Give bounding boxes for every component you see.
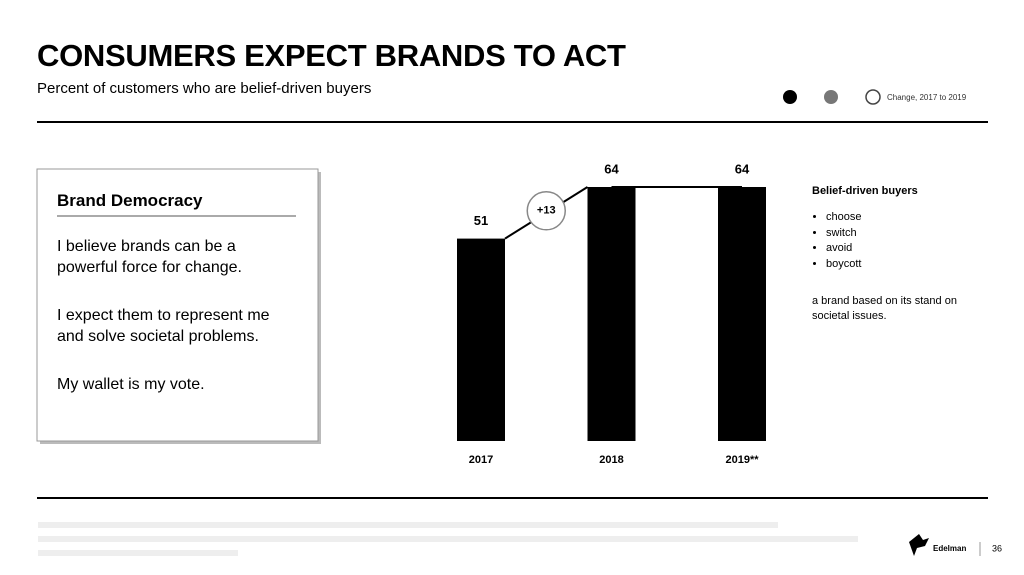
legend-dot bbox=[824, 90, 838, 104]
x-tick-label: 2019** bbox=[725, 454, 759, 466]
notes-bullet: choose bbox=[826, 210, 861, 226]
box-heading: Brand Democracy bbox=[57, 191, 203, 210]
notes-bullet: avoid bbox=[826, 241, 861, 257]
title: CONSUMERS EXPECT BRANDS TO ACT bbox=[37, 38, 626, 73]
notes-heading: Belief-driven buyers bbox=[812, 185, 918, 197]
x-tick-label: 2017 bbox=[469, 454, 493, 466]
legend-label: Change, 2017 to 2019 bbox=[887, 93, 967, 102]
logo: Edelman bbox=[933, 544, 966, 553]
value-label: 64 bbox=[604, 161, 619, 176]
legend-change-icon bbox=[865, 89, 881, 105]
bar bbox=[457, 238, 505, 441]
box-paragraph: My wallet is my vote. bbox=[57, 376, 205, 393]
logo-icon bbox=[909, 534, 929, 556]
box-paragraph: I believe brands can be a powerful force… bbox=[57, 238, 242, 276]
subtitle: Percent of customers who are belief-driv… bbox=[37, 80, 372, 97]
x-tick-label: 2018 bbox=[599, 454, 623, 466]
quote-box bbox=[36, 168, 319, 442]
change-label: +13 bbox=[537, 205, 556, 217]
legend-dot bbox=[783, 90, 797, 104]
value-label: 64 bbox=[735, 161, 750, 176]
footnote-placeholder bbox=[38, 536, 858, 542]
notes-list: chooseswitchavoidboycott bbox=[812, 210, 861, 272]
notes-bullet: switch bbox=[826, 226, 861, 242]
bar bbox=[587, 187, 636, 441]
notes-text: a brand based on its stand on societal i… bbox=[812, 295, 957, 322]
value-label: 51 bbox=[474, 213, 488, 228]
box-paragraph: I expect them to represent me and solve … bbox=[57, 307, 270, 345]
footnote-placeholder bbox=[38, 522, 778, 528]
page-number: 36 bbox=[992, 543, 1002, 553]
change-bubble bbox=[526, 191, 566, 231]
footnote-placeholder bbox=[38, 550, 238, 556]
bar bbox=[718, 187, 766, 441]
notes-bullet: boycott bbox=[826, 257, 861, 273]
